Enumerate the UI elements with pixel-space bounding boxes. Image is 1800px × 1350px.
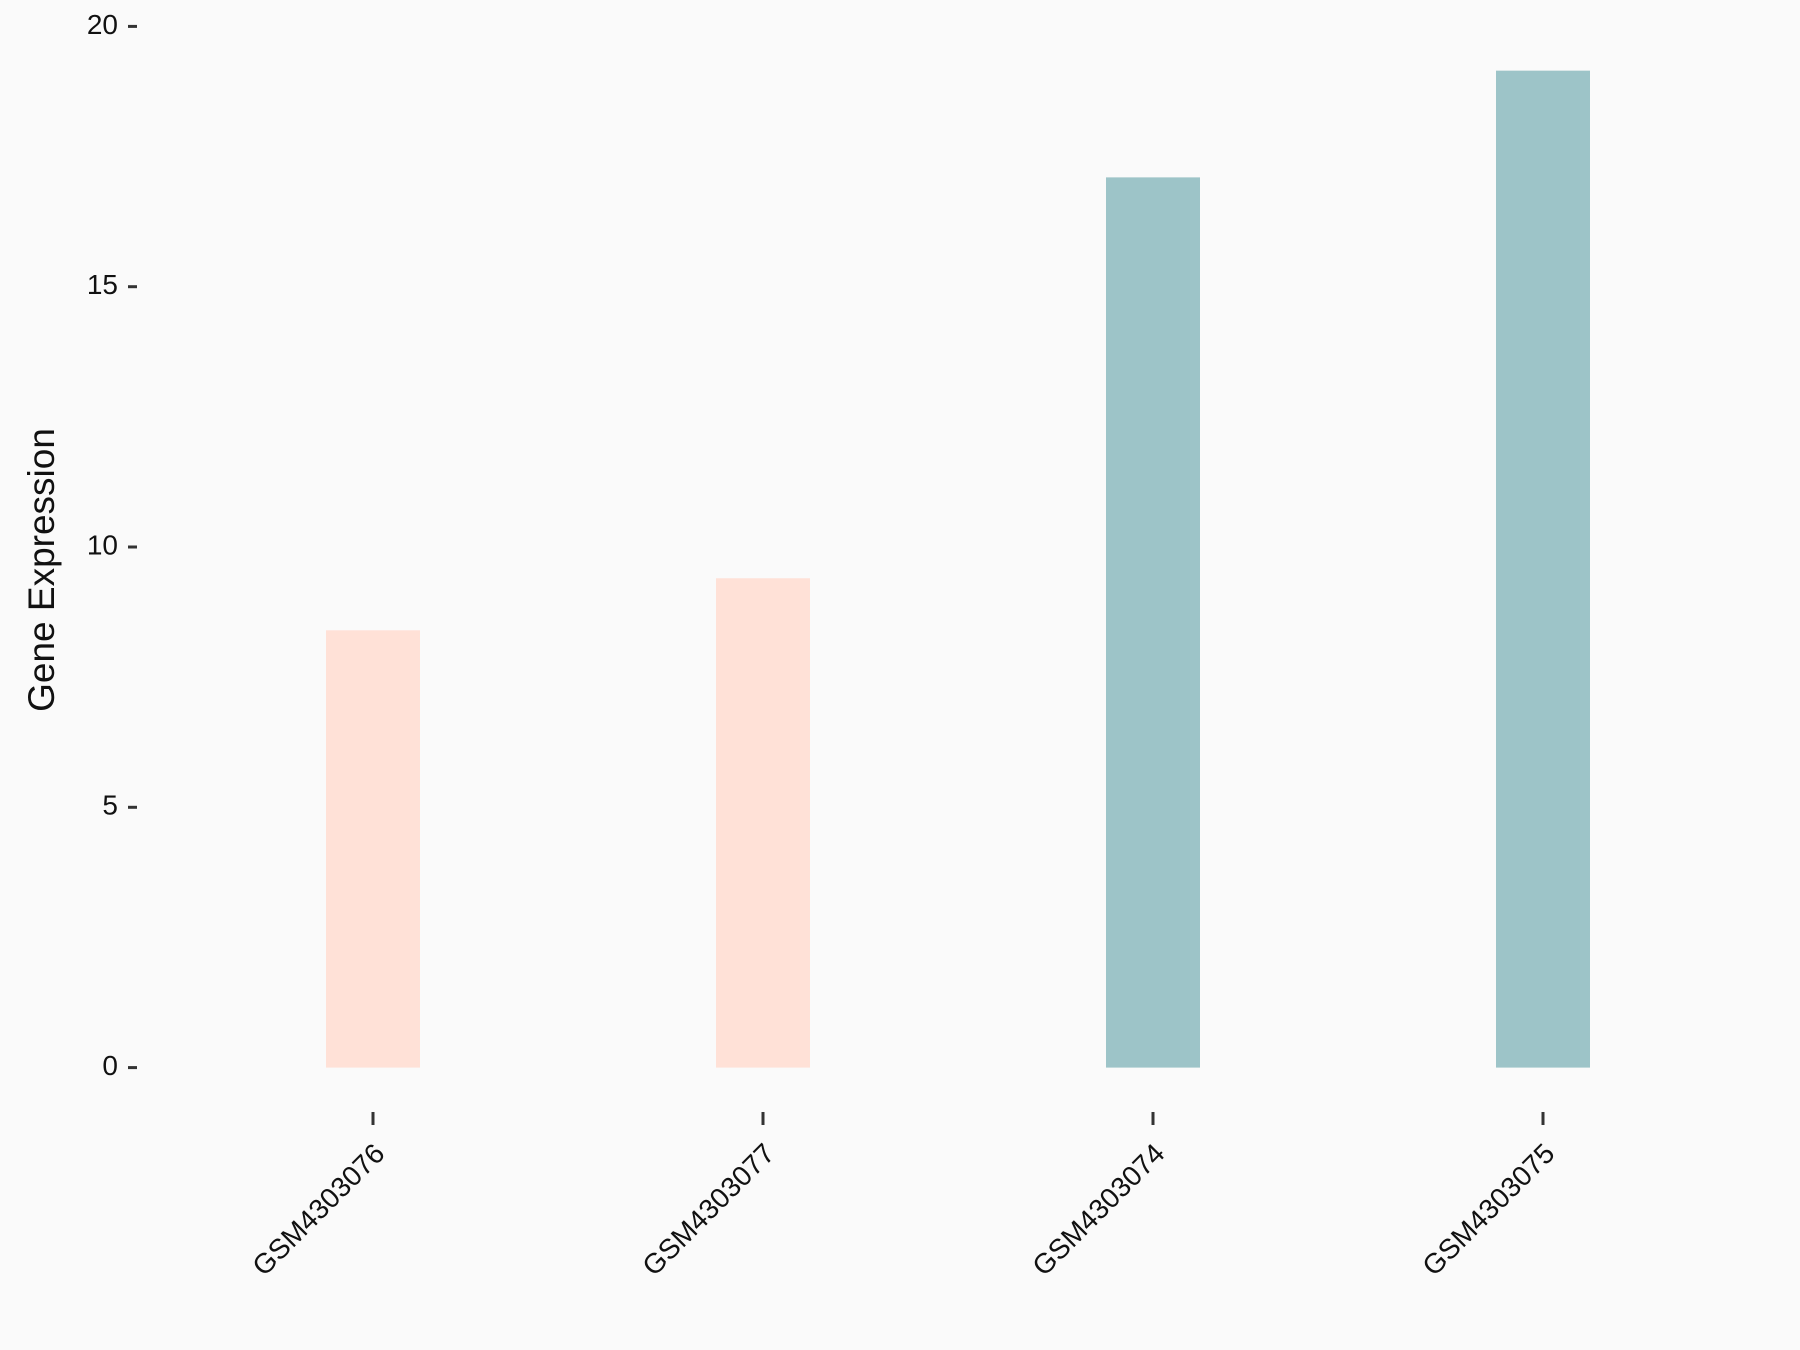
y-tick-label: 0 [102, 1050, 118, 1081]
bar [326, 630, 420, 1068]
bar [716, 578, 810, 1068]
bar [1106, 177, 1200, 1068]
y-tick-label: 10 [87, 529, 118, 560]
y-tick-label: 5 [102, 790, 118, 821]
y-axis-title: Gene Expression [21, 428, 62, 712]
bar [1496, 70, 1590, 1068]
y-tick-label: 20 [87, 9, 118, 40]
y-tick-label: 15 [87, 269, 118, 300]
